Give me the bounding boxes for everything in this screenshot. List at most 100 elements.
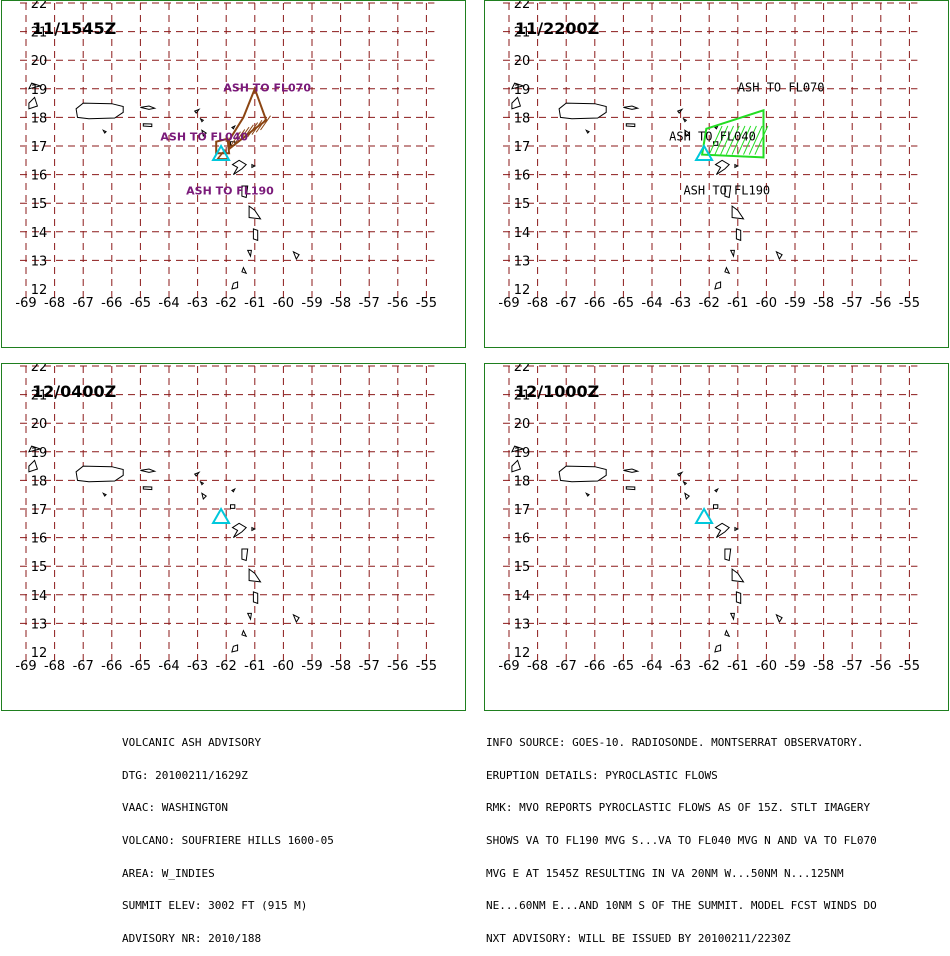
lat-tick-label: 20 — [514, 417, 531, 432]
lon-tick-label: -69 — [15, 296, 36, 311]
lon-tick-label: -64 — [641, 659, 662, 674]
panel-time-4: 12/1000Z — [515, 382, 600, 401]
lon-tick-label: -55 — [899, 296, 920, 311]
ash-label: ASH TO FL190 — [186, 185, 274, 198]
island-coastline — [775, 613, 783, 624]
island-coastline — [231, 159, 248, 176]
advisory-line: VOLCANIC ASH ADVISORY — [122, 735, 262, 749]
volcano-icon — [694, 506, 714, 525]
lat-tick-label: 16 — [514, 532, 531, 547]
island-coastline — [28, 459, 39, 473]
ash-hatch-line — [255, 117, 267, 133]
lon-tick-label: -60 — [273, 296, 294, 311]
volcano-icon — [211, 506, 231, 525]
island-coastline — [558, 102, 607, 120]
lat-tick-label: 22 — [31, 364, 48, 375]
island-coastline — [676, 471, 684, 477]
lat-tick-label: 20 — [31, 54, 48, 69]
island-coastline — [241, 266, 248, 275]
lon-tick-label: -63 — [187, 296, 208, 311]
lon-tick-label: -68 — [44, 659, 65, 674]
ash-hatch-line — [238, 126, 250, 142]
island-coastline — [731, 205, 745, 220]
lat-lon-grid — [20, 365, 435, 662]
lon-tick-label: -61 — [244, 659, 265, 674]
island-coastline — [682, 480, 688, 486]
lon-tick-label: -63 — [670, 659, 691, 674]
lon-tick-label: -62 — [216, 296, 237, 311]
lon-tick-label: -60 — [756, 659, 777, 674]
island-coastline — [510, 82, 526, 90]
advisory-line: ERUPTION DETAILS: PYROCLASTIC FLOWS — [486, 768, 718, 782]
lat-tick-label: 17 — [514, 140, 531, 155]
island-coastline — [252, 228, 259, 242]
lon-tick-label: -58 — [330, 296, 351, 311]
island-coastline — [246, 249, 252, 258]
island-coastline — [28, 96, 39, 110]
lon-tick-label: -57 — [842, 296, 863, 311]
lat-tick-label: 12 — [514, 283, 531, 298]
lon-tick-label: -65 — [613, 659, 634, 674]
island-coastline — [251, 163, 256, 169]
lat-tick-label: 17 — [514, 503, 531, 518]
lat-tick-label: 15 — [31, 560, 48, 575]
advisory-line: SUMMIT ELEV: 3002 FT (915 M) — [122, 899, 308, 913]
lon-tick-label: -59 — [301, 659, 322, 674]
lat-tick-label: 16 — [514, 169, 531, 184]
island-coastline — [252, 591, 259, 605]
lon-tick-label: -58 — [813, 659, 834, 674]
map-panel-3: -69 -68 -67 -66 -65 -64 -63 -62 -61 -60 -59 -58 -57-… — [1, 363, 466, 711]
lon-tick-label: -69 — [15, 659, 36, 674]
advisory-line: NXT ADVISORY: WILL BE ISSUED BY 20100211… — [486, 932, 791, 946]
lon-tick-label: -56 — [870, 659, 891, 674]
island-coastline — [511, 459, 522, 473]
lon-tick-label: -61 — [727, 296, 748, 311]
panel-time-3: 12/0400Z — [32, 382, 117, 401]
ash-area-forecast — [700, 108, 765, 159]
island-coastline — [623, 105, 640, 110]
lat-tick-label: 22 — [514, 364, 531, 375]
map-panel-2: -69 -68 -67 -66 -65 -64 -63 -62 -61 -60 -59 -58 -57-… — [484, 0, 949, 348]
lon-tick-label: -59 — [301, 296, 322, 311]
advisory-line: VAAC: WASHINGTON — [122, 801, 228, 815]
lon-tick-label: -58 — [813, 296, 834, 311]
lon-tick-label: -66 — [101, 659, 122, 674]
lon-tick-label: -65 — [130, 296, 151, 311]
island-coastline — [714, 644, 722, 653]
lat-tick-label: 21 — [514, 389, 531, 404]
map-canvas-3: -69 -68 -67 -66 -65 -64 -63 -62 -61 -60 -59 -58 -57-… — [15, 364, 437, 674]
island-coastline — [585, 492, 590, 497]
panel-time-2: 11/2200Z — [515, 19, 600, 38]
lat-lon-grid — [20, 2, 435, 299]
lat-lon-grid — [503, 2, 918, 299]
island-coastline — [735, 228, 742, 242]
island-coastline — [676, 108, 684, 114]
island-coastline — [241, 548, 249, 562]
lat-tick-label: 17 — [31, 503, 48, 518]
island-coastline — [102, 492, 107, 497]
lat-tick-label: 21 — [514, 26, 531, 41]
lat-lon-grid — [503, 365, 918, 662]
lat-tick-label: 15 — [514, 197, 531, 212]
lon-tick-label: -59 — [784, 659, 805, 674]
lat-tick-label: 13 — [514, 254, 531, 269]
advisory-line: RMK: MVO REPORTS PYROCLASTIC FLOWS AS OF… — [486, 801, 871, 815]
ash-hatch-line — [260, 115, 271, 131]
lat-tick-label: 13 — [514, 617, 531, 632]
island-coastline — [734, 163, 739, 169]
island-coastline — [241, 185, 249, 199]
island-coastline — [724, 185, 732, 199]
island-coastline — [199, 117, 205, 123]
lon-tick-label: -57 — [842, 659, 863, 674]
lon-tick-label: -56 — [387, 296, 408, 311]
ash-hatch-line — [230, 131, 241, 147]
lon-tick-label: -60 — [756, 296, 777, 311]
lon-tick-label: -61 — [727, 659, 748, 674]
lon-tick-label: -59 — [784, 296, 805, 311]
lon-tick-label: -57 — [359, 659, 380, 674]
island-coastline — [724, 548, 732, 562]
ash-label: ASH TO FL040 — [160, 130, 248, 143]
ash-label: ASH TO FL190 — [683, 184, 770, 198]
advisory-line: DTG: 20100211/1629Z — [122, 768, 248, 782]
advisory-line: INFO SOURCE: GOES-10. RADIOSONDE. MONTSE… — [486, 735, 864, 749]
